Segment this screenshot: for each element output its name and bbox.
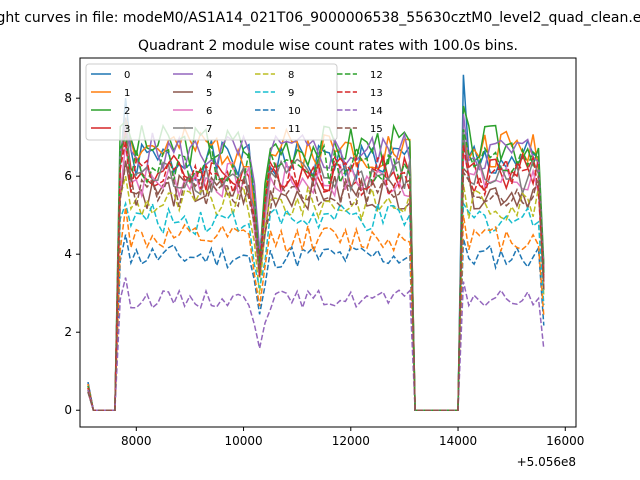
series-line-8 [87,176,545,411]
axes: 8000 10000 12000 14000 16000 0 2 4 6 8 [64,91,584,448]
series-line-13 [87,140,545,411]
legend-label-6: 6 [206,106,212,117]
legend-label-12: 12 [370,70,383,81]
x-tick-label: 10000 [224,434,262,448]
series-line-0 [87,74,545,411]
series-line-10 [87,234,545,411]
x-axis-offset-label: +5.056e8 [517,455,576,469]
legend-label-5: 5 [206,88,212,99]
legend-label-9: 9 [288,88,294,99]
legend-label-0: 0 [124,70,130,81]
plot-frame [79,57,577,428]
y-tick-label: 0 [64,403,72,417]
legend-box [85,63,338,141]
x-tick-label: 12000 [332,434,370,448]
legend-label-2: 2 [124,106,130,117]
x-tick-label: 14000 [439,434,477,448]
legend-label-4: 4 [206,70,212,81]
legend-label-8: 8 [288,70,294,81]
y-tick-label: 2 [64,325,72,339]
series-line-11 [87,207,545,411]
legend-label-11: 11 [288,124,301,135]
series-line-15 [87,161,545,411]
legend-label-15: 15 [370,124,383,135]
legend-label-14: 14 [370,106,383,117]
legend-label-7: 7 [206,124,212,135]
legend-label-13: 13 [370,88,383,99]
y-tick-label: 4 [64,247,72,261]
legend-label-3: 3 [124,124,130,135]
series-line-9 [87,200,545,411]
series-line-14 [87,277,545,411]
x-tick-label: 8000 [121,434,152,448]
series-line-5 [87,160,545,411]
series-line-12 [87,129,545,411]
y-tick-label: 8 [64,91,72,105]
x-tick-label: 16000 [546,434,584,448]
chart-title: Quadrant 2 module wise count rates with … [138,38,518,54]
y-tick-label: 6 [64,169,72,183]
legend-label-10: 10 [288,106,301,117]
chart-suptitle: Light curves in file: modeM0/AS1A14_021T… [0,10,640,26]
legend-label-1: 1 [124,88,130,99]
